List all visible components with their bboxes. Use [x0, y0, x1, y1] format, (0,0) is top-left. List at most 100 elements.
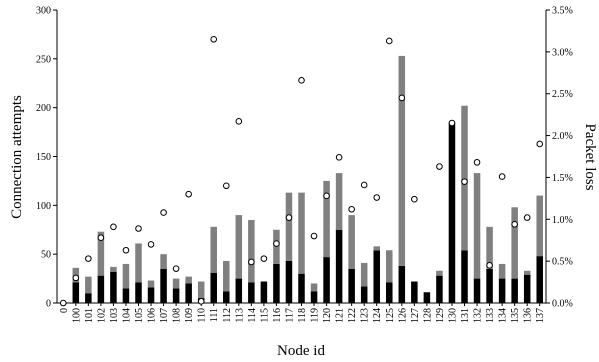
- y-tick-label-left: 50: [41, 250, 51, 261]
- bar-lower: [135, 282, 142, 303]
- x-tick-label: 128: [422, 308, 433, 323]
- loss-point: [411, 195, 418, 203]
- bar-upper: [486, 226, 493, 269]
- x-tick-label: 103: [109, 308, 120, 323]
- x-tick-label: 0: [59, 308, 70, 313]
- x-tick-label: 119: [310, 308, 321, 323]
- y-tick-label-left: 150: [36, 152, 51, 163]
- bar-lower: [486, 268, 493, 303]
- x-tick-label: 137: [535, 308, 546, 323]
- y-tick-label-left: 0: [46, 299, 51, 310]
- bar-upper: [511, 207, 518, 279]
- bar-lower: [423, 292, 431, 303]
- x-tick-label: 108: [172, 308, 183, 323]
- x-tick-label: 118: [297, 308, 308, 323]
- loss-point: [486, 262, 493, 269]
- x-tick-label: 117: [284, 308, 295, 323]
- y-tick-label-right: 2.5%: [552, 89, 573, 100]
- y-tick-label-right: 3.0%: [552, 47, 573, 58]
- bar-upper: [310, 283, 318, 292]
- loss-point: [235, 118, 243, 125]
- loss-point: [536, 140, 544, 148]
- loss-point: [122, 246, 130, 254]
- loss-point: [222, 182, 230, 190]
- bar-lower: [436, 275, 443, 303]
- x-tick-label: 124: [372, 308, 383, 323]
- bar-upper: [160, 254, 167, 269]
- y-axis-title-left: Connection attempts: [9, 95, 25, 219]
- bar-lower: [223, 291, 230, 303]
- bar-lower: [335, 229, 343, 303]
- x-tick-label: 106: [147, 308, 158, 323]
- x-tick-label: 125: [385, 308, 396, 323]
- bar-lower: [298, 273, 305, 303]
- bar-lower: [348, 268, 355, 303]
- bar-lower: [85, 293, 92, 303]
- loss-point: [147, 241, 155, 248]
- x-tick-label: 110: [197, 308, 208, 323]
- x-tick-label: 114: [247, 308, 258, 323]
- x-tick-label: 127: [410, 308, 421, 323]
- x-tick-label: 109: [184, 308, 195, 323]
- y-axis-title-right: Packet loss: [582, 123, 598, 190]
- bar-upper: [147, 280, 155, 288]
- loss-point: [511, 221, 518, 228]
- x-tick-label: 129: [435, 308, 446, 323]
- bar-lower: [373, 250, 380, 303]
- loss-point: [461, 178, 468, 185]
- loss-point: [310, 232, 318, 240]
- bar-upper: [386, 250, 393, 283]
- bar-upper: [210, 226, 217, 273]
- bar-lower: [448, 122, 456, 303]
- loss-point: [210, 36, 218, 43]
- y-tick-label-right: 1.5%: [552, 173, 573, 184]
- bar-lower: [260, 281, 268, 303]
- x-tick-label: 115: [259, 308, 270, 323]
- bar-lower: [185, 283, 192, 303]
- bar-upper: [461, 105, 468, 251]
- bar-upper: [197, 281, 205, 299]
- x-tick-label: 131: [460, 308, 471, 323]
- bar-lower: [72, 282, 80, 303]
- x-tick-label: 100: [71, 308, 82, 323]
- loss-point: [398, 94, 406, 102]
- loss-point: [172, 265, 180, 272]
- bar-lower: [386, 282, 393, 303]
- bar-upper: [323, 180, 330, 258]
- x-tick-label: 122: [347, 308, 358, 323]
- loss-point: [360, 181, 368, 189]
- bar-upper: [97, 231, 105, 276]
- bar-upper: [223, 261, 230, 292]
- x-tick-label: 133: [485, 308, 496, 323]
- x-tick-label: 112: [222, 308, 233, 323]
- y-tick-label-right: 3.5%: [552, 6, 573, 17]
- x-tick-label: 101: [84, 308, 95, 323]
- bar-upper: [473, 173, 481, 279]
- y-tick-label-left: 100: [36, 201, 51, 212]
- x-tick-label: 116: [272, 308, 283, 323]
- bar-upper: [85, 276, 92, 294]
- loss-point: [97, 234, 105, 242]
- bar-lower: [273, 263, 280, 303]
- loss-point: [348, 205, 355, 213]
- bar-upper: [235, 215, 243, 279]
- x-tick-label: 113: [234, 308, 245, 323]
- y-tick-label-right: 2.0%: [552, 131, 573, 142]
- loss-point: [110, 223, 117, 231]
- x-tick-label: 126: [397, 308, 408, 323]
- loss-point: [523, 214, 531, 221]
- bar-lower: [536, 256, 543, 303]
- bar-upper: [360, 262, 368, 287]
- bar-lower: [97, 275, 105, 303]
- bar-lower: [147, 287, 155, 303]
- bar-lower: [323, 257, 330, 303]
- bar-lower: [110, 271, 117, 303]
- loss-point: [323, 192, 330, 200]
- x-tick-label: 136: [523, 308, 534, 323]
- bar-upper: [135, 243, 142, 283]
- loss-point: [373, 194, 381, 201]
- x-tick-label: 135: [510, 308, 521, 323]
- bar-upper: [373, 246, 380, 251]
- y-tick-label-right: 0.5%: [552, 257, 573, 268]
